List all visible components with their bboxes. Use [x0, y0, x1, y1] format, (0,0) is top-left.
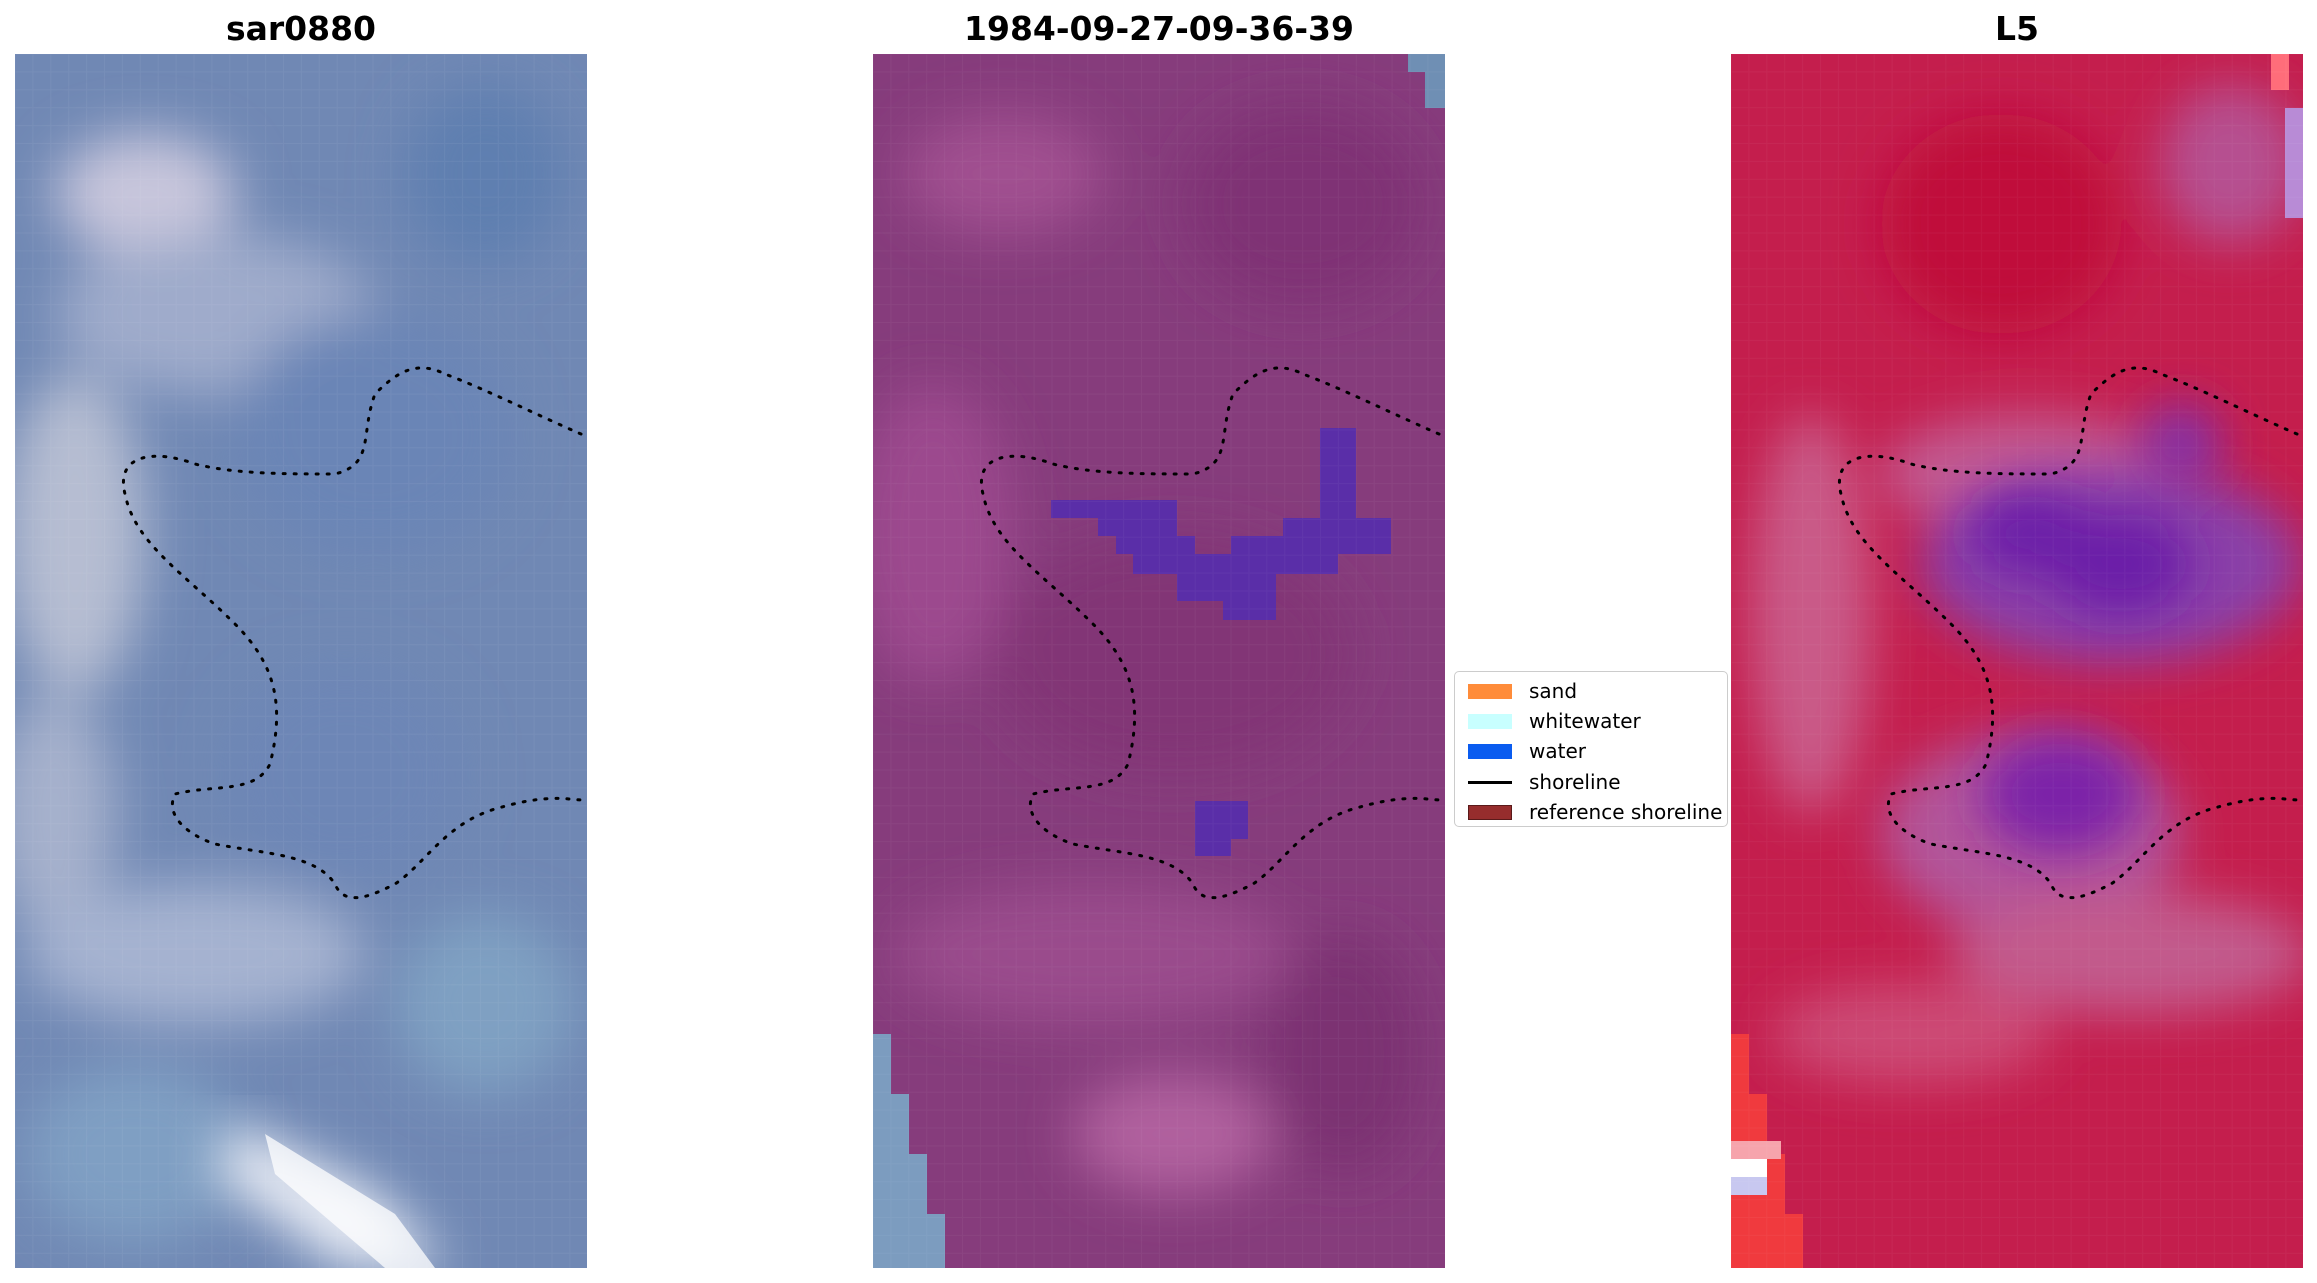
false-color-image: [1731, 54, 2303, 1268]
legend-label-sand: sand: [1529, 679, 1578, 703]
legend-swatch-sand: [1468, 684, 1512, 699]
classified-image: [873, 54, 1445, 1268]
legend-swatch-whitewater: [1468, 714, 1512, 730]
legend-line-shoreline: [1468, 780, 1512, 784]
shoreline-dotted: [1838, 366, 2299, 900]
middle-panel-title: 1984-09-27-09-36-39: [964, 9, 1354, 48]
shoreline-dotted: [980, 366, 1441, 900]
legend-label-whitewater: whitewater: [1529, 709, 1641, 734]
legend-label-shoreline: shoreline: [1529, 769, 1621, 794]
legend-label-water: water: [1529, 739, 1586, 764]
right-panel-title: L5: [1995, 9, 2039, 48]
legend-item-sand: sand: [1462, 676, 1720, 706]
left-panel-title: sar0880: [225, 9, 377, 48]
legend-item-reference-shoreline: reference shoreline: [1462, 797, 1723, 827]
legend: sand whitewater water shoreline referenc…: [1454, 671, 1728, 827]
legend-item-shoreline: shoreline: [1462, 767, 1720, 797]
legend-item-water: water: [1462, 736, 1720, 766]
legend-swatch-reference-shoreline: [1468, 804, 1512, 820]
legend-item-whitewater: whitewater: [1462, 706, 1720, 736]
rgb-satellite-image: [15, 54, 587, 1268]
shoreline-dotted: [122, 366, 583, 900]
legend-label-reference-shoreline: reference shoreline: [1529, 799, 1723, 824]
legend-swatch-water: [1468, 744, 1512, 760]
